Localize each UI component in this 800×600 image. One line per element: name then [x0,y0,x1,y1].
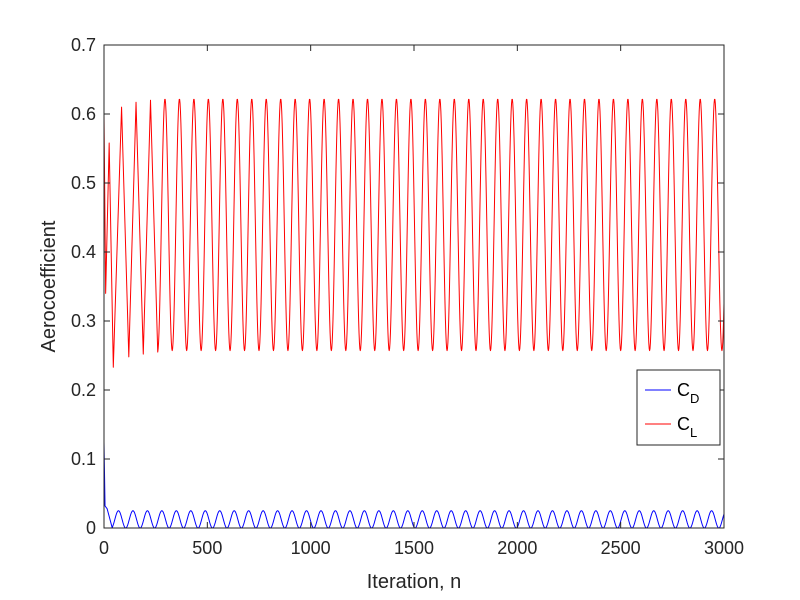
plot-background [104,45,724,528]
x-axis-label: Iteration, n [367,571,462,593]
x-tick-label: 2000 [497,538,537,558]
legend-label-subscript: D [690,391,699,406]
labels-layer: Iteration, n Aerocoefficient [38,220,461,593]
y-tick-label: 0.3 [71,311,96,331]
y-tick-label: 0.1 [71,449,96,469]
x-tick-label: 3000 [704,538,744,558]
y-tick-label: 0.6 [71,104,96,124]
legend-label-l: CL [677,414,697,440]
legend-label-subscript: L [690,425,697,440]
series-line-c-l [103,98,725,368]
ticks-layer: 0 500 1000 1500 2000 2500 3000 0 0.1 0.2 0.3 0.4 0.5… [71,35,744,558]
y-tick-label: 0.4 [71,242,96,262]
legend-label-main: C [677,414,690,434]
legend-box [636,369,721,446]
y-axis-label: Aerocoefficient [38,220,60,352]
x-tick-label: 1500 [394,538,434,558]
x-tick-label: 1000 [291,538,331,558]
legend-label-main: C [677,380,690,400]
x-tick-label: 500 [192,538,222,558]
y-tick-label: 0 [86,518,96,538]
legend-label-d: CD [677,380,699,406]
plot-area [104,45,724,528]
x-tick-label: 2500 [601,538,641,558]
x-tick-label: 0 [99,538,109,558]
y-tick-label: 0.5 [71,173,96,193]
y-tick-label: 0.7 [71,35,96,55]
y-tick-label: 0.2 [71,380,96,400]
